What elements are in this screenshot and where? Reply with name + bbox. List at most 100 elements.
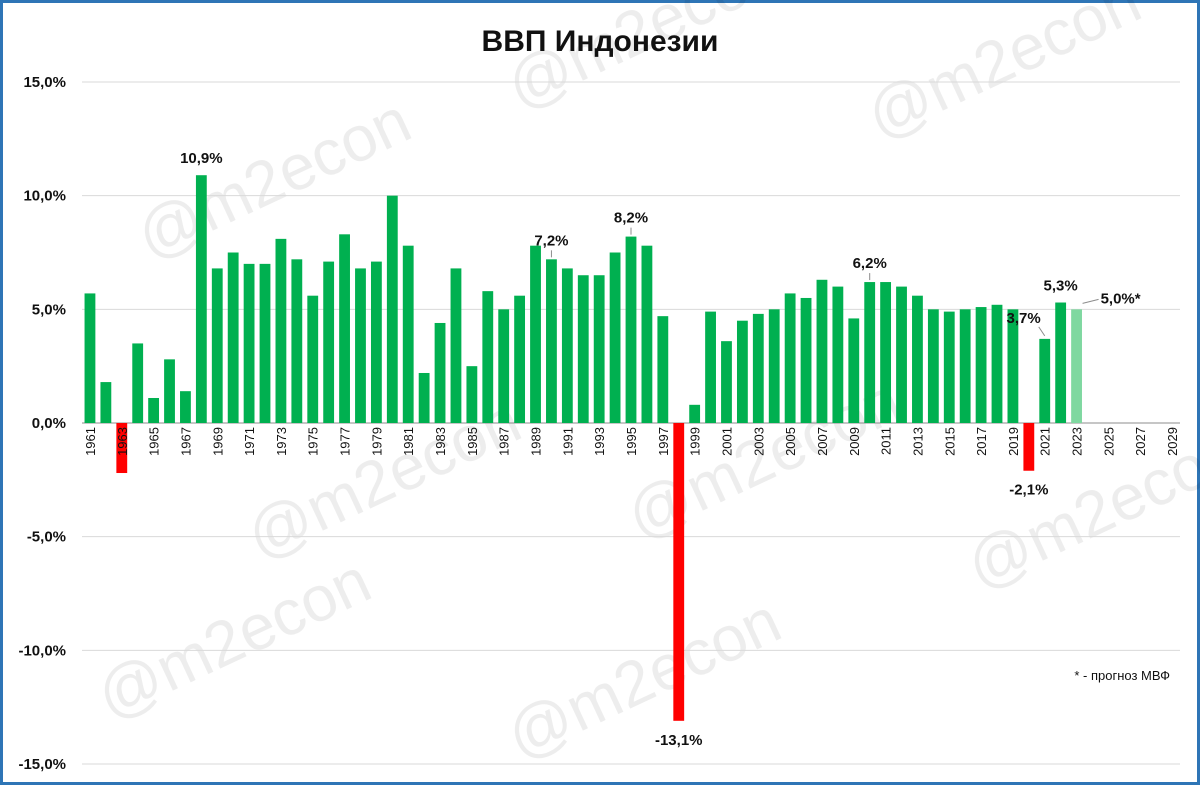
bar-1965: [148, 397, 160, 423]
bar-1989: [530, 245, 541, 423]
x-tick-label: 1993: [592, 427, 607, 456]
bar-2023: [1071, 309, 1082, 423]
data-label-1998: -13,1%: [655, 732, 703, 749]
x-tick-label: 1985: [465, 427, 480, 456]
bar-2000: [705, 311, 716, 423]
bar-1976: [323, 261, 335, 423]
x-tick-label: 1973: [274, 427, 289, 456]
x-tick-label: 2019: [1006, 427, 1021, 456]
bar-1964: [132, 343, 144, 423]
x-tick-label: 2009: [847, 427, 862, 456]
bar-1995: [625, 236, 637, 423]
y-tick-label: 5,0%: [32, 301, 66, 318]
bar-2005: [784, 293, 796, 423]
x-tick-label: 1995: [624, 427, 639, 456]
bar-2009: [848, 318, 860, 423]
bar-1973: [275, 238, 287, 423]
data-label-1968: 10,9%: [180, 150, 223, 167]
bar-1971: [243, 263, 255, 423]
x-tick-label: 2007: [815, 427, 830, 456]
data-label-1995: 8,2%: [614, 210, 648, 227]
watermark-0: @m2econ: [125, 84, 421, 273]
bar-2021: [1039, 338, 1051, 423]
bar-2010: [864, 282, 876, 423]
x-tick-label: 1979: [369, 427, 384, 456]
bar-1988: [514, 295, 526, 423]
x-tick-label: 2021: [1038, 427, 1053, 456]
bars: [84, 175, 1082, 721]
bar-1986: [482, 291, 494, 423]
bar-2013: [912, 295, 923, 423]
bar-2020: [1023, 423, 1035, 471]
bar-2006: [800, 297, 812, 423]
bar-2022: [1055, 302, 1067, 423]
bar-1982: [418, 372, 430, 423]
bar-1977: [339, 234, 350, 423]
y-tick-label: 10,0%: [23, 188, 66, 205]
x-tick-label: 2013: [910, 427, 925, 456]
watermark-7: @m2econ: [495, 584, 791, 773]
x-tick-label: 1987: [497, 427, 512, 456]
bar-2003: [752, 313, 764, 423]
data-labels: 10,9% 7,2% 8,2% -13,1% 6,2% -2,1% 3,7%5,3% 5,0%…: [180, 150, 1141, 749]
bar-1990: [546, 259, 557, 423]
x-tick-label: 2027: [1133, 427, 1148, 456]
forecast-note: * - прогноз МВФ: [1074, 668, 1170, 683]
bar-2014: [927, 309, 939, 423]
x-tick-label: 1965: [147, 427, 162, 456]
bar-1998: [673, 423, 685, 721]
bar-1984: [450, 268, 462, 423]
x-tick-label: 2001: [719, 427, 734, 456]
x-tick-label: 1999: [688, 427, 703, 456]
bar-1961: [84, 293, 96, 423]
x-tick-label: 2003: [751, 427, 766, 456]
x-tick-label: 1983: [433, 427, 448, 456]
bar-2019: [1007, 309, 1019, 423]
x-tick-label: 2023: [1070, 427, 1085, 456]
bar-1999: [689, 404, 701, 423]
x-tick-label: 1981: [401, 427, 416, 456]
x-tick-label: 1989: [529, 427, 544, 456]
bar-2018: [991, 304, 1003, 423]
data-label-1990: 7,2%: [534, 232, 568, 249]
bar-1962: [100, 382, 112, 423]
bar-1963: [116, 423, 128, 474]
x-tick-label: 1991: [560, 427, 575, 456]
bar-1991: [561, 268, 573, 423]
bar-1979: [370, 261, 382, 423]
watermark-6: @m2econ: [85, 544, 381, 733]
x-tick-label: 1961: [83, 427, 98, 456]
x-tick-label: 2011: [879, 427, 894, 455]
bar-2008: [832, 286, 844, 423]
bar-1972: [259, 263, 271, 423]
bar-1978: [355, 268, 366, 423]
x-tick-label: 1963: [115, 427, 130, 456]
bar-2002: [736, 320, 748, 423]
leader-line: [1038, 326, 1046, 337]
x-tick-label: 1971: [242, 427, 257, 456]
x-tick-label: 1977: [338, 427, 353, 456]
bar-1967: [180, 391, 191, 423]
x-tick-label: 1969: [210, 427, 225, 456]
x-tick-label: 2015: [942, 427, 957, 456]
leader-line: [1082, 298, 1099, 304]
bar-2012: [896, 286, 907, 423]
bar-2015: [943, 311, 955, 423]
watermark-1: @m2econ: [495, 0, 791, 123]
bar-1970: [227, 252, 239, 423]
bar-2004: [768, 309, 780, 423]
y-tick-label: -5,0%: [27, 529, 66, 546]
x-tick-label: 2017: [974, 427, 989, 456]
x-tick-label: 1975: [306, 427, 321, 456]
data-label-2020: -2,1%: [1009, 482, 1048, 499]
x-tick-label: 1997: [656, 427, 671, 456]
bar-1994: [609, 252, 621, 423]
x-tick-label: 2005: [783, 427, 798, 456]
bar-1993: [593, 275, 605, 423]
data-label-2021: 3,7%: [1007, 310, 1041, 327]
chart-title: ВВП Индонезии: [482, 25, 719, 58]
y-axis-ticks: 15,0% 10,0% 5,0% 0,0% -5,0% -10,0% -15,0%: [18, 74, 66, 773]
bar-1985: [466, 366, 478, 423]
bar-1969: [211, 268, 223, 423]
